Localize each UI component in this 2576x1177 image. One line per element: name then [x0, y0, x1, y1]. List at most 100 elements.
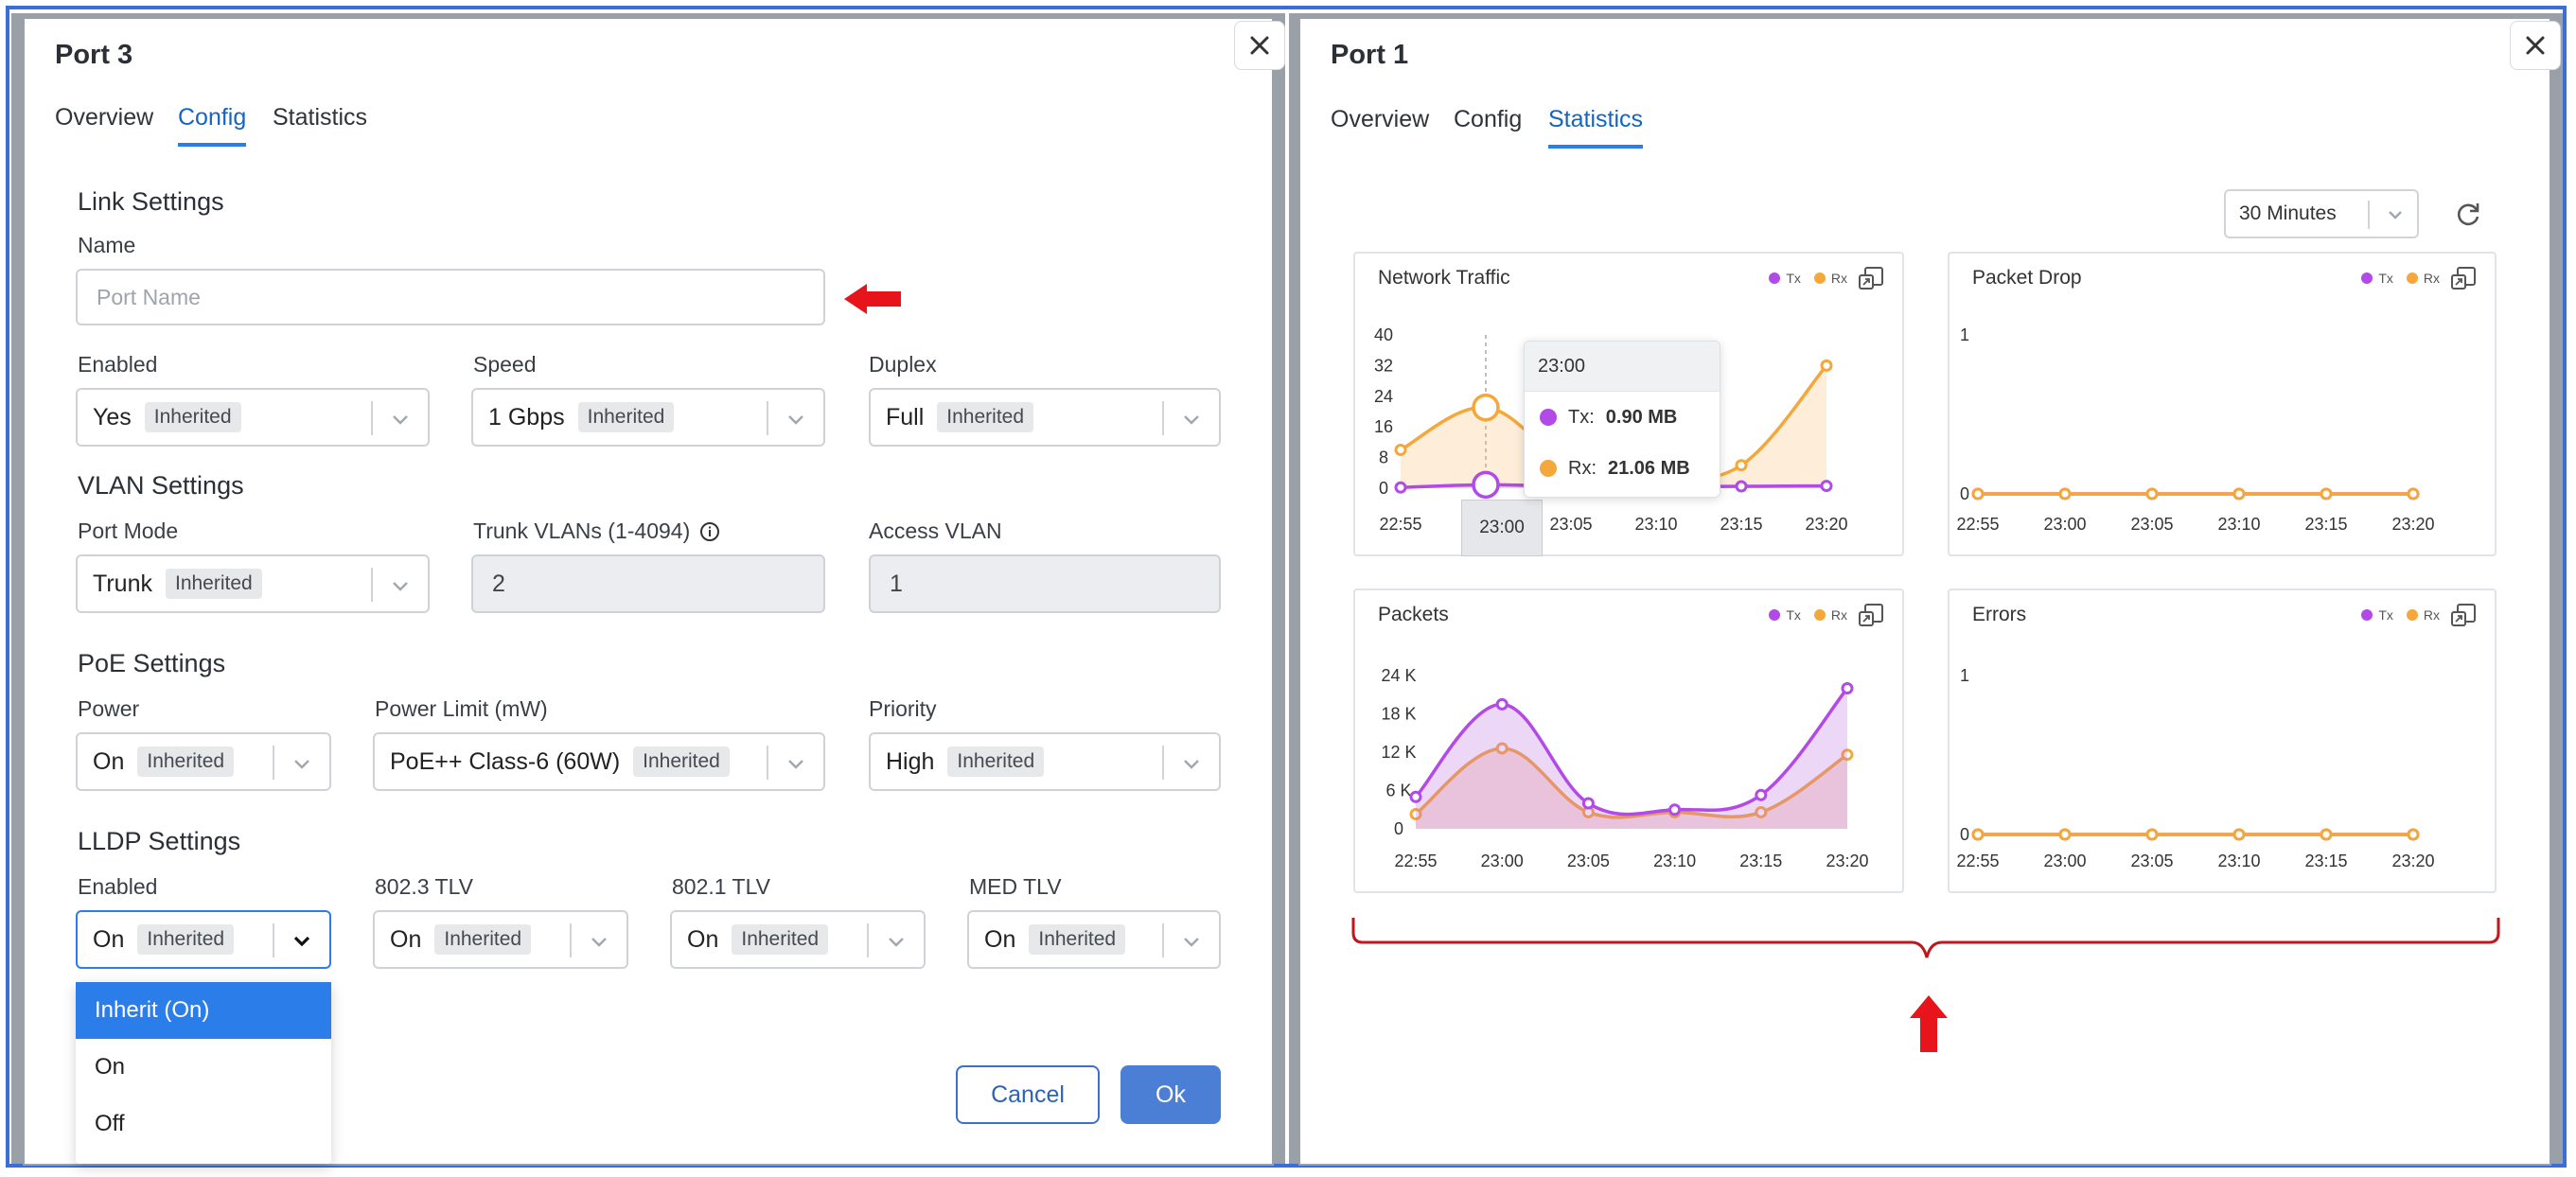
expand-icon[interactable] — [1857, 602, 1885, 630]
legend-tx-dot — [2361, 609, 2373, 621]
inherited-badge: Inherited — [577, 402, 675, 432]
tlv-8021-select[interactable]: On Inherited — [670, 910, 926, 969]
chevron-down-icon — [788, 415, 803, 425]
chevron-down-icon — [1184, 415, 1199, 425]
speed-label: Speed — [473, 352, 537, 377]
dropdown-option-inherit-on[interactable]: Inherit (On) — [76, 982, 331, 1039]
enabled-label: Enabled — [78, 352, 158, 377]
port-name-input[interactable]: Port Name — [76, 269, 825, 325]
expand-icon[interactable] — [2449, 602, 2478, 630]
med-tlv-select[interactable]: On Inherited — [967, 910, 1221, 969]
refresh-icon[interactable] — [2453, 199, 2483, 229]
screenshot-frame — [6, 6, 2567, 1168]
link-settings-heading: Link Settings — [78, 187, 224, 216]
trunk-vlans-input[interactable]: 2 — [471, 554, 825, 613]
left-tab-overview[interactable]: Overview — [55, 104, 154, 131]
legend-tx-dot — [1769, 272, 1781, 284]
errors-card: Errors Tx Rx — [1948, 588, 2497, 893]
priority-select[interactable]: High Inherited — [869, 732, 1221, 791]
chevron-down-icon — [1184, 938, 1199, 947]
cancel-button[interactable]: Cancel — [956, 1065, 1100, 1124]
legend-tx-label: Tx — [2378, 607, 2393, 623]
ok-button[interactable]: Ok — [1120, 1065, 1221, 1124]
annotation-left-arrow — [844, 284, 901, 314]
tlv-8023-label: 802.3 TLV — [375, 874, 474, 899]
lldp-enabled-select[interactable]: On Inherited — [76, 910, 331, 969]
chevron-down-icon — [591, 938, 607, 947]
time-range-select[interactable]: 30 Minutes — [2224, 189, 2419, 238]
power-label: Power — [78, 696, 140, 721]
chevron-down-icon — [2389, 211, 2402, 220]
lldp-settings-heading: LLDP Settings — [78, 827, 241, 855]
packets-title: Packets — [1378, 604, 1449, 625]
inherited-badge: Inherited — [137, 747, 235, 777]
legend-rx-label: Rx — [2423, 607, 2440, 623]
inherited-badge: Inherited — [937, 402, 1034, 432]
legend-rx-label: Rx — [2423, 271, 2440, 286]
legend-tx-dot — [2361, 272, 2373, 284]
lldp-enabled-dropdown-menu: Inherit (On) On Off — [76, 982, 331, 1164]
legend-tx-label: Tx — [1786, 271, 1801, 286]
left-tab-config[interactable]: Config — [178, 104, 247, 147]
duplex-select[interactable]: Full Inherited — [869, 388, 1221, 447]
poe-settings-heading: PoE Settings — [78, 649, 226, 677]
speed-select[interactable]: 1 Gbps Inherited — [471, 388, 825, 447]
expand-icon[interactable] — [2449, 265, 2478, 293]
chart-tooltip: 23:00 Tx: 0.90 MB Rx: 21.06 MB — [1524, 341, 1720, 498]
priority-label: Priority — [869, 696, 937, 721]
chevron-down-icon — [393, 582, 408, 591]
right-dialog-title: Port 1 — [1331, 40, 1409, 70]
port-name-placeholder: Port Name — [97, 284, 201, 309]
dropdown-option-off[interactable]: Off — [95, 1111, 125, 1136]
annotation-bracket — [1351, 918, 2500, 958]
trunk-vlans-label: Trunk VLANs (1-4094) — [473, 518, 720, 544]
power-select[interactable]: On Inherited — [76, 732, 331, 791]
legend-tx-label: Tx — [1786, 607, 1801, 623]
inherited-badge: Inherited — [1029, 924, 1126, 955]
power-limit-label: Power Limit (mW) — [375, 696, 548, 721]
duplex-label: Duplex — [869, 352, 937, 377]
tlv-8023-select[interactable]: On Inherited — [373, 910, 628, 969]
left-tab-statistics[interactable]: Statistics — [273, 104, 368, 131]
right-tab-overview[interactable]: Overview — [1331, 106, 1430, 132]
legend-rx-label: Rx — [1830, 271, 1847, 286]
right-close-button[interactable] — [2510, 21, 2561, 70]
legend-rx-label: Rx — [1830, 607, 1847, 623]
chart-legend: Tx Rx — [1769, 607, 1847, 623]
power-limit-select[interactable]: PoE++ Class-6 (60W) Inherited — [373, 732, 825, 791]
tooltip-time: 23:00 — [1525, 342, 1720, 392]
inherited-badge: Inherited — [947, 747, 1045, 777]
left-dialog-title: Port 3 — [55, 40, 133, 70]
dropdown-option-on[interactable]: On — [95, 1054, 126, 1080]
legend-rx-dot — [2406, 609, 2418, 621]
annotation-up-arrow — [1910, 995, 1948, 1052]
tlv-8021-label: 802.1 TLV — [672, 874, 771, 899]
legend-rx-dot — [2406, 272, 2418, 284]
right-tab-config[interactable]: Config — [1454, 106, 1523, 132]
tooltip-rx-dot — [1540, 460, 1557, 477]
close-icon — [1250, 36, 1269, 55]
left-close-button[interactable] — [1234, 21, 1285, 70]
inherited-badge: Inherited — [732, 924, 829, 955]
name-label: Name — [78, 233, 136, 257]
legend-tx-label: Tx — [2378, 271, 2393, 286]
info-icon[interactable] — [699, 521, 720, 542]
inherited-badge: Inherited — [434, 924, 532, 955]
tooltip-tx-dot — [1540, 409, 1557, 426]
network-traffic-title: Network Traffic — [1378, 267, 1510, 289]
port-mode-select[interactable]: Trunk Inherited — [76, 554, 430, 613]
chevron-down-icon — [788, 760, 803, 769]
right-tab-statistics[interactable]: Statistics — [1548, 106, 1644, 149]
access-vlan-label: Access VLAN — [869, 518, 1002, 543]
inherited-badge: Inherited — [137, 924, 235, 955]
inherited-badge: Inherited — [165, 569, 262, 599]
legend-rx-dot — [1813, 272, 1826, 284]
access-vlan-input[interactable]: 1 — [869, 554, 1221, 613]
x-axis-hover-label: 23:00 — [1461, 500, 1543, 556]
lldp-enabled-label: Enabled — [78, 874, 158, 899]
tooltip-tx-row: Tx: 0.90 MB — [1525, 392, 1720, 443]
enabled-select[interactable]: Yes Inherited — [76, 388, 430, 447]
close-icon — [2526, 36, 2545, 55]
expand-icon[interactable] — [1857, 265, 1885, 293]
tooltip-rx-row: Rx: 21.06 MB — [1525, 443, 1720, 494]
